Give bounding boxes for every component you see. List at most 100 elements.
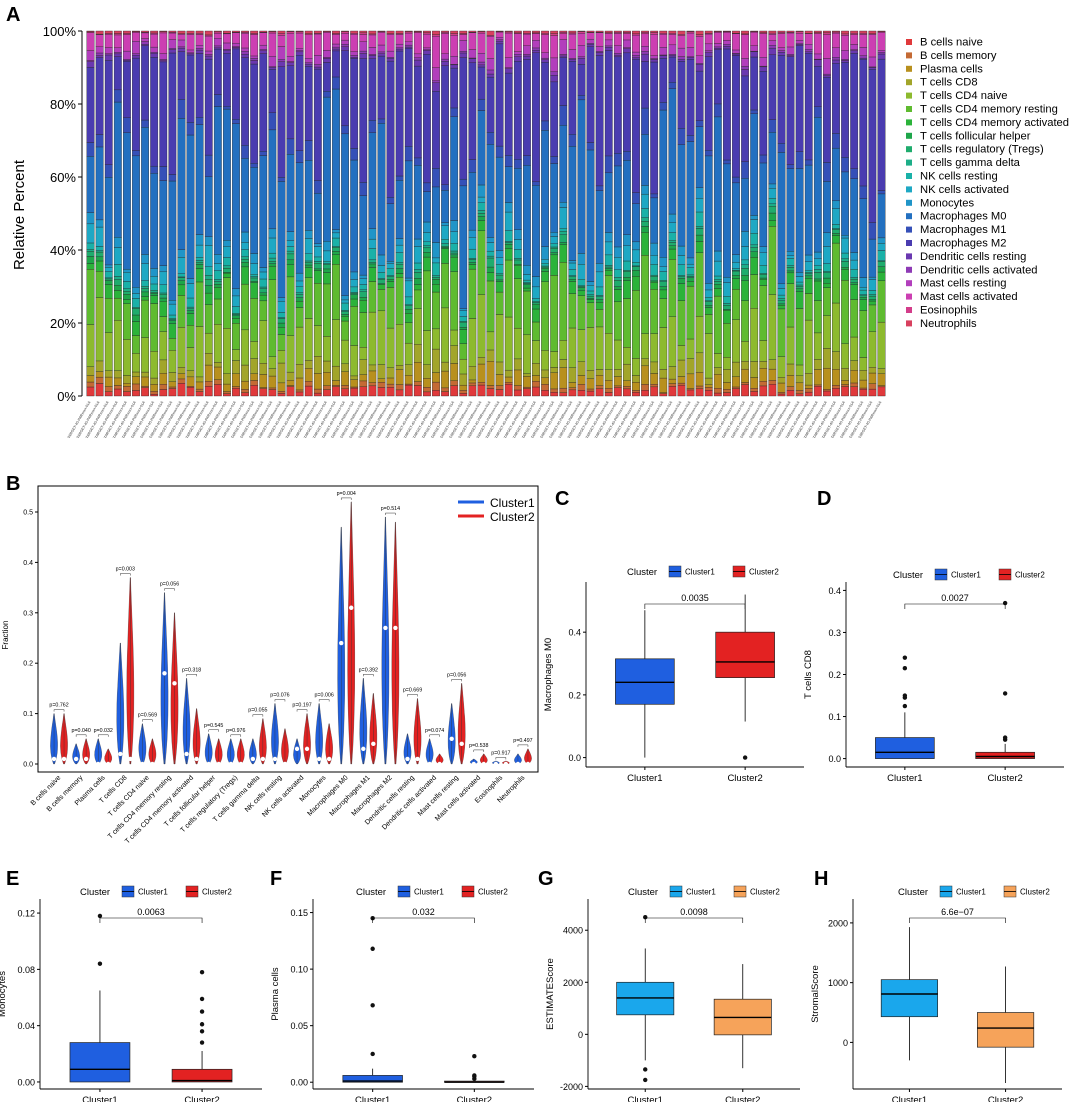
- panel-a-bar-segment: [313, 392, 322, 397]
- legend-swatch: [906, 52, 912, 59]
- panel-a-bar-segment: [586, 294, 595, 297]
- panel-a-bar-segment: [277, 177, 286, 182]
- panel-a-bar-segment: [168, 350, 177, 373]
- panel-a-bar-segment: [459, 52, 468, 58]
- panel-a-bar-segment: [695, 211, 704, 227]
- panel-a-bar-segment: [159, 292, 168, 295]
- panel-a-bar-segment: [704, 149, 713, 157]
- panel-a-bar-segment: [413, 289, 422, 309]
- panel-a-bar-segment: [859, 289, 868, 295]
- panel-a-bar-segment: [232, 314, 240, 316]
- panel-a-bar-segment: [695, 34, 704, 37]
- legend-label: Dendritic cells resting: [920, 251, 1026, 263]
- panel-a-bar-segment: [113, 297, 122, 321]
- legend-label: Neutrophils: [920, 318, 977, 330]
- panel-a-bar-segment: [186, 122, 195, 136]
- panel-a-bar-segment: [368, 267, 377, 282]
- panel-a-bar-segment: [113, 279, 122, 286]
- panel-a-bar-segment: [204, 275, 213, 280]
- panel-a-bar-segment: [513, 278, 522, 329]
- panel-a-bar-segment: [732, 254, 740, 263]
- panel-a-bar-segment: [623, 160, 631, 235]
- panel-a-bar-segment: [504, 248, 513, 261]
- panel-a-bar-segment: [859, 277, 868, 288]
- xtick-label: Cluster1: [628, 1095, 663, 1102]
- panel-a-bar-segment: [150, 173, 159, 269]
- panel-a-bar-segment: [732, 319, 740, 363]
- panel-a-bar-segment: [304, 63, 313, 67]
- panel-a-bar-segment: [168, 320, 177, 324]
- panel-a-bar-segment: [641, 33, 649, 47]
- panel-a-bar-segment: [295, 389, 304, 393]
- panel-a-bar-segment: [95, 226, 104, 247]
- panel-a-bar-segment: [523, 45, 531, 55]
- panel-a-bar-segment: [259, 155, 268, 268]
- panel-a-bar-segment: [432, 284, 440, 293]
- panel-a-bar-segment: [595, 185, 604, 191]
- panel-a-bar-segment: [323, 268, 331, 273]
- outlier-point: [902, 665, 908, 671]
- panel-a-bar-segment: [695, 352, 704, 373]
- panel-a-bar-segment: [295, 48, 304, 51]
- panel-a-bar-segment: [623, 270, 631, 278]
- legend-swatch: [906, 240, 912, 246]
- panel-a-bar-segment: [386, 281, 395, 288]
- panel-a-bar-segment: [504, 32, 513, 58]
- panel-a-bar-segment: [395, 34, 404, 45]
- panel-a-bar-segment: [295, 391, 304, 397]
- panel-a-bar-segment: [741, 34, 749, 59]
- panel-a-bar-segment: [377, 378, 386, 383]
- panel-a-bar-segment: [668, 44, 677, 55]
- panel-a-bar-segment: [350, 57, 359, 59]
- panel-a-bar-segment: [650, 61, 659, 195]
- panel-a-bar-segment: [532, 185, 540, 277]
- panel-a-bar-segment: [877, 193, 886, 239]
- panel-a-bar-segment: [604, 45, 613, 48]
- panel-a-bar-segment: [313, 180, 322, 194]
- panel-a-bar-segment: [786, 54, 795, 56]
- panel-a-bar-segment: [268, 228, 277, 239]
- panel-a-bar-segment: [113, 101, 122, 238]
- xtick-label: Cluster2: [725, 1095, 760, 1102]
- panel-a-bar-segment: [741, 231, 749, 247]
- panel-a-bar-segment: [650, 333, 659, 363]
- panel-b-frame: [37, 485, 539, 773]
- panel-a-bar-segment: [441, 225, 449, 240]
- legend-label: Macrophages M1: [920, 224, 1006, 236]
- panel-a-bar-segment: [450, 329, 459, 346]
- panel-a-bar-segment: [668, 245, 677, 250]
- legend-label: Cluster2: [750, 888, 780, 897]
- panel-a-bar-segment: [723, 44, 731, 47]
- pvalue-label: p=0.055: [248, 708, 267, 714]
- panel-a-bar-segment: [104, 267, 113, 272]
- panel-a-bar-segment: [795, 288, 804, 292]
- panel-a-bar-segment: [795, 272, 804, 277]
- panel-a-bar-segment: [695, 187, 704, 199]
- panel-a-bar-segment: [168, 303, 177, 316]
- legend-label: T cells CD4 memory resting: [920, 104, 1058, 116]
- panel-a-bar-segment: [268, 257, 277, 262]
- panel-a-bar-segment: [568, 387, 577, 391]
- legend-label: Macrophages M2: [920, 238, 1006, 250]
- panel-a-bar-segment: [804, 49, 813, 52]
- panel-a-bar-segment: [541, 268, 549, 272]
- panel-a-bar-segment: [677, 384, 686, 397]
- panel-a-bar-segment: [204, 55, 213, 60]
- panel-a-bar-segment: [786, 283, 795, 328]
- panel-a-bar-segment: [413, 308, 422, 345]
- panel-a-bar-segment: [859, 55, 868, 59]
- panel-a-bar-segment: [541, 350, 549, 371]
- panel-a-bar-segment: [613, 387, 622, 397]
- panel-a-bar-segment: [395, 238, 404, 246]
- panel-a-bar-segment: [277, 297, 286, 302]
- panel-a-bar-segment: [550, 81, 559, 157]
- panel-a-bar-segment: [404, 375, 413, 385]
- pvalue-bracket: [473, 749, 485, 752]
- panel-a-bar-segment: [486, 266, 495, 273]
- panel-a-bar-segment: [104, 386, 113, 392]
- panel-a-ytick-label: 40%: [50, 243, 76, 258]
- panel-a-bar-segment: [268, 263, 277, 267]
- panel-a-bar-segment: [213, 45, 222, 49]
- panel-a-bar-segment: [641, 61, 649, 109]
- panel-a-bar-segment: [559, 207, 568, 229]
